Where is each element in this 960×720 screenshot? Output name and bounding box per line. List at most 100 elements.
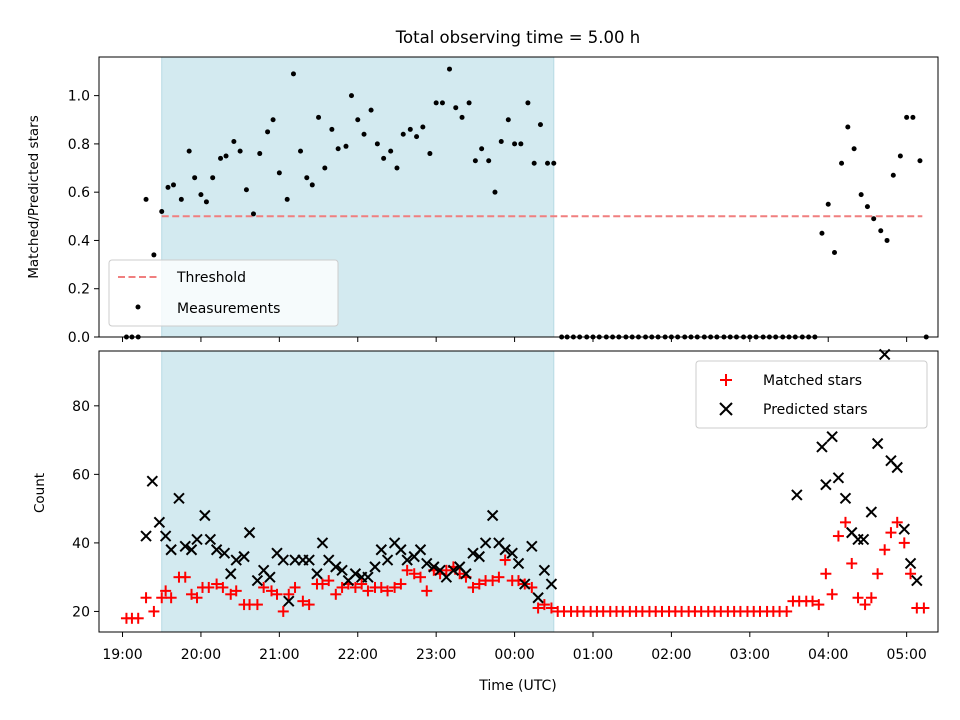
legend-measurements-swatch (135, 304, 141, 310)
measurement-point (276, 170, 282, 176)
measurement-point (551, 160, 557, 166)
matched-star-point (230, 585, 242, 597)
matched-star-point (323, 575, 335, 587)
matched-star-point (499, 554, 511, 566)
measurement-point (388, 148, 394, 154)
measurement-point (917, 158, 923, 164)
measurement-point (531, 160, 537, 166)
ratio-panel-frame (98, 56, 939, 338)
x-tick-label: 03:00 (730, 647, 770, 663)
y-tick-label: 0.0 (68, 330, 90, 346)
measurement-point (374, 141, 380, 147)
measurement-point (159, 208, 165, 214)
count-panel: 19:00 20:00 21:00 22:00 23:00 00:00 01:00 02:00… (32, 348, 939, 694)
measurement-point (505, 117, 511, 123)
measurement-point (203, 199, 209, 205)
measurement-point (290, 71, 296, 77)
measurement-point (825, 201, 831, 207)
predicted-star-point (369, 561, 381, 573)
predicted-star-point (303, 554, 315, 566)
measurement-point (316, 114, 322, 120)
predicted-star-point (816, 441, 828, 453)
x-tick-label: 22:00 (338, 647, 378, 663)
measurement-point (420, 124, 426, 130)
measurement-point (361, 131, 367, 137)
y-tick-label: 80 (72, 399, 90, 415)
measurement-point (871, 216, 877, 222)
predicted-star-point (532, 592, 544, 604)
predicted-star-point (140, 530, 152, 542)
matched-star-point (879, 544, 891, 556)
measurement-point (151, 252, 157, 258)
matched-star-point (395, 578, 407, 590)
measurement-point (472, 158, 478, 164)
matched-star-point (813, 599, 825, 611)
x-tick-label: 05:00 (886, 647, 926, 663)
measurement-point (858, 192, 864, 198)
matched-star-point (148, 605, 160, 617)
predicted-star-point (210, 544, 223, 556)
measurement-point (198, 192, 204, 198)
measurement-point (231, 138, 237, 144)
measurement-point (427, 151, 433, 157)
measurement-point (170, 182, 176, 188)
measurement-point (819, 230, 825, 236)
observing-window-shade (161, 350, 555, 633)
legend-threshold-label: Threshold (176, 270, 246, 286)
measurement-point (348, 93, 354, 99)
measurement-point (453, 105, 459, 111)
matched-star-point (277, 605, 289, 617)
matched-star-point (832, 530, 844, 542)
measurement-point (446, 66, 452, 72)
predicted-star-point (791, 489, 803, 501)
measurement-point (486, 158, 492, 164)
predicted-star-point (251, 574, 264, 587)
matched-star-point (532, 602, 544, 614)
x-tick-label: 23:00 (416, 647, 456, 663)
matched-star-point (160, 585, 172, 597)
predicted-star-point (238, 550, 250, 563)
measurement-point (845, 124, 851, 130)
matched-star-point (217, 581, 229, 593)
predicted-star-point (381, 554, 394, 566)
predicted-star-point (243, 526, 256, 539)
measurement-point (459, 114, 465, 120)
predicted-star-point (467, 547, 479, 559)
measurement-point (394, 165, 400, 171)
predicted-star-point (159, 530, 172, 542)
measurement-point (143, 196, 149, 202)
predicted-star-point (395, 544, 407, 556)
measurement-point (322, 165, 328, 171)
matched-star-point (362, 585, 374, 597)
predicted-star-point (264, 571, 276, 583)
y-tick-label: 0.2 (68, 282, 90, 298)
predicted-star-point (153, 516, 166, 529)
matched-star-point (846, 557, 858, 569)
predicted-star-point (375, 544, 387, 556)
measurement-point (237, 148, 243, 154)
measurement-point (368, 107, 374, 113)
count-legend: Matched stars Predicted stars (695, 360, 928, 429)
measurement-point (479, 146, 485, 152)
matched-star-point (132, 612, 144, 624)
matched-star-point (140, 592, 152, 604)
matched-star-point (211, 578, 223, 590)
legend-measurements-label: Measurements (177, 301, 280, 317)
measurement-point (910, 114, 916, 120)
matched-star-point (545, 602, 557, 614)
matched-star-point (487, 575, 499, 587)
predicted-star-point (428, 561, 440, 573)
predicted-star-point (362, 571, 374, 583)
predicted-star-point (460, 568, 472, 580)
predicted-star-point (311, 568, 323, 580)
measurement-point (525, 100, 531, 106)
measurement-point (186, 148, 192, 154)
ratio-panel-ylabel: Matched/Predicted stars (26, 115, 42, 278)
predicted-star-point (486, 509, 499, 522)
predicted-star-point (330, 561, 342, 573)
measurement-point (400, 131, 406, 137)
predicted-star-point (839, 492, 852, 505)
measurement-point (381, 155, 387, 161)
measurement-point (545, 160, 551, 166)
x-tick-label: 02:00 (651, 647, 691, 663)
